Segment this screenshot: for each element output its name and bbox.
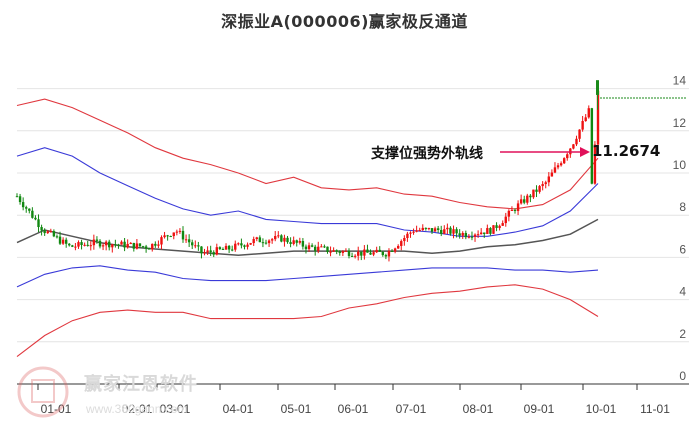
watermark-brand: 赢家江恩软件 [84, 374, 198, 395]
svg-text:8: 8 [679, 200, 686, 214]
svg-text:14: 14 [673, 74, 687, 88]
svg-text:2: 2 [679, 327, 686, 341]
svg-text:09-01: 09-01 [524, 402, 555, 416]
svg-text:03-01: 03-01 [160, 402, 191, 416]
svg-text:0: 0 [679, 369, 686, 383]
svg-text:4: 4 [679, 285, 686, 299]
annotation-label: 支撑位强势外轨线 [371, 146, 483, 162]
support-annotation [500, 147, 590, 157]
svg-text:10-01: 10-01 [586, 402, 617, 416]
svg-text:11-01: 11-01 [640, 402, 670, 416]
svg-text:10: 10 [673, 158, 687, 172]
svg-text:12: 12 [673, 116, 687, 130]
svg-text:02-01: 02-01 [122, 402, 153, 416]
svg-text:07-01: 07-01 [396, 402, 427, 416]
candlesticks [15, 80, 600, 262]
svg-text:04-01: 04-01 [223, 402, 254, 416]
svg-text:08-01: 08-01 [463, 402, 494, 416]
x-axis: 01-01 02-01 03-01 04-01 05-01 06-01 07-01 08-01… [37, 384, 670, 416]
gridlines [17, 88, 689, 343]
svg-text:06-01: 06-01 [338, 402, 369, 416]
chart-title: 深振业A(000006)赢家极反通道 [221, 12, 468, 31]
watermark-logo-icon [17, 366, 69, 418]
svg-text:01-01: 01-01 [41, 402, 72, 416]
annotation-value: 11.2674 [592, 142, 661, 160]
svg-text:05-01: 05-01 [281, 402, 312, 416]
arrow-head-icon [580, 147, 590, 157]
channel-bands [16, 98, 599, 358]
svg-text:6: 6 [679, 242, 686, 256]
watermark-url: www.360gann.com [86, 402, 188, 416]
y-axis: 0 2 4 6 8 10 12 14 [673, 74, 687, 383]
